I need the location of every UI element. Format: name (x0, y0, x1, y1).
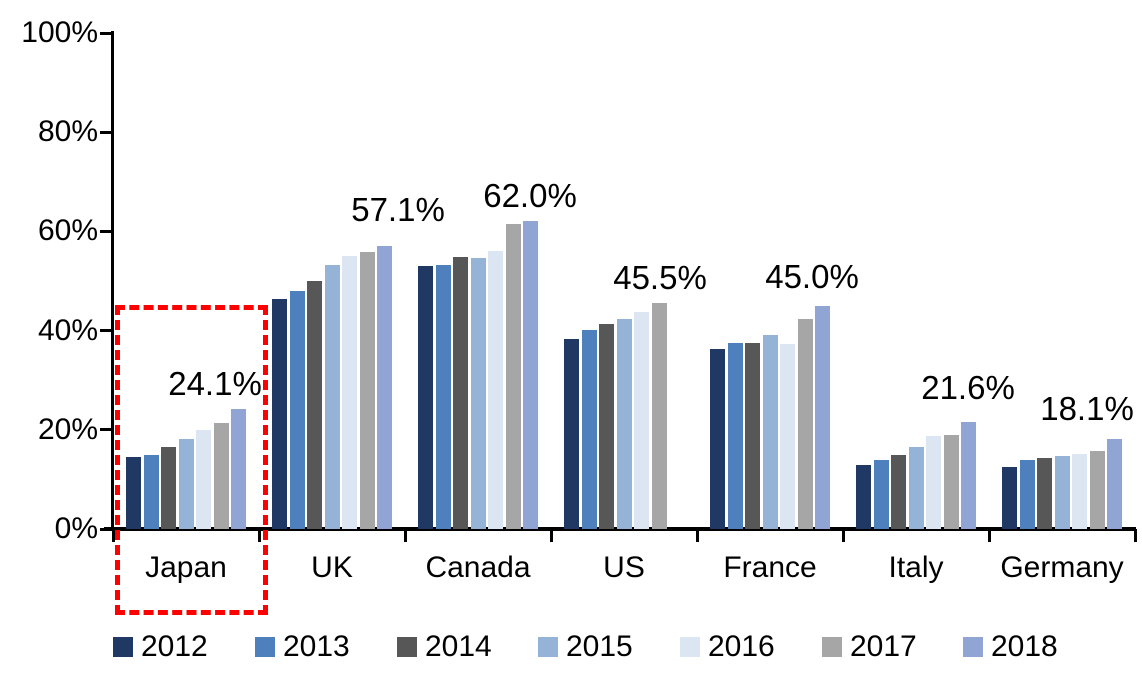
x-tick-mark (404, 529, 407, 542)
bar-japan-2012 (126, 456, 141, 529)
category-label-japan: Japan (145, 551, 227, 584)
data-label-japan: 24.1% (168, 365, 262, 402)
x-tick-mark (112, 529, 115, 542)
bar-japan-2016 (196, 429, 211, 529)
bar-canada-2013 (435, 264, 451, 529)
bar-france-2017 (797, 319, 813, 529)
bar-italy-2014 (891, 454, 906, 529)
legend-swatch-2016 (680, 637, 700, 657)
data-label-italy: 21.6% (921, 369, 1015, 406)
bar-italy-2016 (926, 435, 941, 529)
y-axis-line (111, 31, 114, 531)
bar-france-2012 (710, 348, 725, 529)
y-tick-label: 40% (37, 313, 98, 347)
y-tick-label: 100% (21, 16, 98, 49)
bar-japan-2013 (143, 454, 159, 529)
data-label-uk: 57.1% (351, 191, 445, 228)
bar-uk-2015 (324, 264, 340, 529)
x-tick-mark (842, 529, 845, 542)
bar-uk-2017 (359, 252, 375, 529)
bar-italy-2017 (943, 434, 959, 529)
bar-us-2014 (599, 324, 614, 529)
bar-us-2016 (634, 311, 649, 529)
bar-japan-2017 (213, 423, 229, 529)
data-label-france: 45.0% (765, 258, 859, 295)
bar-us-2013 (581, 329, 597, 529)
bar-germany-2012 (1002, 467, 1017, 529)
y-tick-mark (100, 428, 113, 432)
legend-label-2012: 2012 (141, 630, 208, 663)
bar-france-2013 (727, 343, 743, 529)
bar-germany-2018 (1107, 439, 1122, 529)
category-label-italy: Italy (888, 551, 944, 584)
legend-swatch-2014 (397, 637, 417, 657)
bar-uk-2014 (307, 281, 322, 529)
bar-uk-2013 (289, 291, 305, 529)
legend-swatch-2018 (963, 637, 983, 657)
bar-canada-2018 (523, 221, 538, 529)
y-tick-mark (100, 229, 113, 233)
legend-label-2017: 2017 (850, 630, 917, 663)
bar-japan-2015 (178, 439, 194, 529)
bar-canada-2016 (488, 251, 503, 529)
bar-germany-2013 (1019, 460, 1035, 529)
legend-label-2015: 2015 (566, 630, 633, 663)
bar-canada-2012 (418, 266, 433, 529)
legend-label-2013: 2013 (283, 630, 350, 663)
bar-us-2015 (616, 319, 632, 529)
bar-canada-2015 (470, 258, 486, 529)
bar-uk-2016 (342, 256, 357, 529)
bar-japan-2018 (231, 409, 246, 529)
category-label-uk: UK (311, 551, 353, 584)
category-label-france: France (723, 551, 817, 584)
bar-france-2016 (780, 343, 795, 529)
legend-swatch-2015 (538, 637, 558, 657)
bar-germany-2016 (1072, 453, 1087, 529)
legend-swatch-2013 (255, 637, 275, 657)
legend-label-2018: 2018 (991, 630, 1058, 663)
data-label-us: 45.5% (613, 259, 707, 296)
legend-label-2016: 2016 (708, 630, 775, 663)
bar-france-2018 (815, 305, 830, 529)
x-tick-mark (696, 529, 699, 542)
bar-germany-2017 (1089, 450, 1105, 529)
legend-swatch-2012 (113, 637, 133, 657)
bar-italy-2018 (961, 421, 976, 529)
bar-uk-2012 (272, 299, 287, 529)
y-tick-label: 60% (37, 214, 98, 248)
bar-italy-2013 (873, 460, 889, 529)
category-label-germany: Germany (1000, 551, 1124, 584)
legend-label-2014: 2014 (425, 630, 492, 663)
data-label-germany: 18.1% (1040, 390, 1134, 427)
bar-france-2015 (762, 335, 778, 529)
data-label-canada: 62.0% (483, 177, 577, 214)
bar-us-2012 (564, 339, 579, 529)
y-tick-label: 0% (54, 512, 98, 545)
category-label-canada: Canada (425, 551, 531, 584)
bar-canada-2014 (453, 256, 468, 529)
x-axis-line (104, 527, 1136, 531)
y-tick-mark (100, 130, 113, 134)
y-tick-label: 80% (37, 115, 98, 149)
bar-us-2017 (651, 303, 667, 529)
y-tick-label: 20% (37, 412, 98, 446)
y-tick-mark (100, 31, 113, 35)
y-tick-mark (100, 329, 113, 333)
bar-italy-2012 (856, 464, 871, 529)
bar-germany-2015 (1054, 456, 1070, 529)
bar-japan-2014 (161, 446, 176, 529)
bar-uk-2018 (377, 245, 392, 529)
legend-swatch-2017 (822, 637, 842, 657)
category-label-us: US (603, 551, 645, 584)
bar-canada-2017 (505, 223, 521, 529)
x-tick-mark (1134, 529, 1137, 542)
highlight-box-japan (115, 305, 268, 615)
x-tick-mark (550, 529, 553, 542)
bar-france-2014 (745, 343, 760, 529)
x-tick-mark (988, 529, 991, 542)
x-tick-mark (258, 529, 261, 542)
bar-italy-2015 (908, 446, 924, 529)
bar-germany-2014 (1037, 458, 1052, 529)
